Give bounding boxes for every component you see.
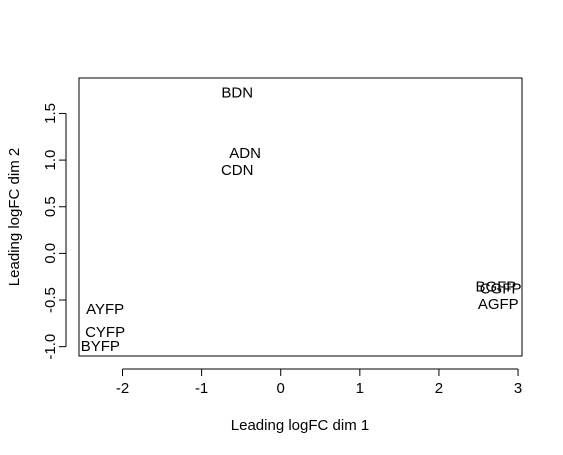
point-label: CYFP — [85, 324, 125, 341]
y-tick-label: 1.5 — [42, 103, 59, 124]
x-tick-label: 1 — [356, 380, 364, 397]
x-axis-label: Leading logFC dim 1 — [231, 417, 369, 434]
x-axis: -2 -1 0 1 2 3 — [116, 368, 522, 397]
x-tick-label: -1 — [195, 380, 208, 397]
y-tick-label: 1.0 — [42, 150, 59, 171]
y-axis-label: Leading logFC dim 2 — [6, 148, 23, 286]
plot-frame — [78, 77, 523, 357]
point-label: AYFP — [86, 301, 124, 318]
y-tick-label: 0.0 — [42, 243, 59, 264]
y-tick-label: 0.5 — [42, 196, 59, 217]
point-label: BDN — [221, 84, 253, 101]
y-axis: -1.0 -0.5 0.0 0.5 1.0 1.5 — [42, 103, 67, 360]
point-label: CGFP — [480, 280, 522, 297]
x-tick-label: 0 — [277, 380, 285, 397]
y-tick-label: -0.5 — [42, 287, 59, 313]
point-label: BGFP — [475, 278, 516, 295]
point-label: ADN — [229, 145, 261, 162]
point-label: BYFP — [81, 338, 120, 355]
point-label: CDN — [221, 162, 254, 179]
x-tick-label: 2 — [435, 380, 443, 397]
x-tick-label: 3 — [514, 380, 522, 397]
point-label: AGFP — [478, 296, 519, 313]
y-tick-label: -1.0 — [42, 334, 59, 360]
x-tick-label: -2 — [116, 380, 129, 397]
